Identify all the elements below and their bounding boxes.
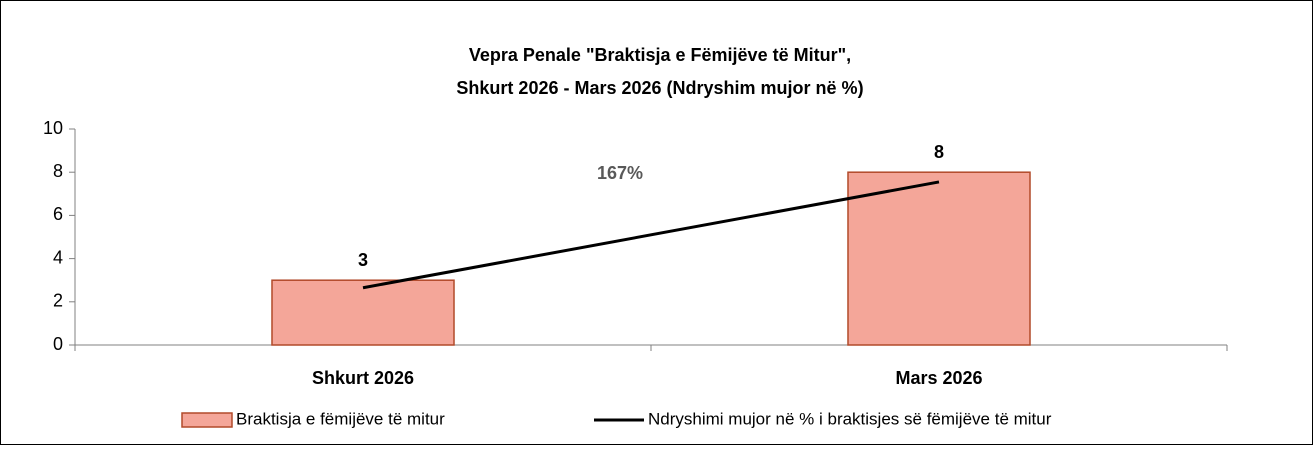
legend-label: Braktisja e fëmijëve të mitur: [236, 409, 445, 428]
annotation: 167%: [597, 163, 643, 183]
data-label: 3: [358, 250, 368, 270]
legend-swatch: [181, 412, 233, 428]
legend-label: Ndryshimi mujor në % i braktisjes së fëm…: [648, 409, 1052, 428]
y-tick-label: 0: [53, 334, 63, 354]
bar: [847, 171, 1031, 346]
y-tick-label: 4: [53, 247, 63, 267]
y-tick-label: 10: [43, 118, 63, 138]
y-tick-label: 8: [53, 161, 63, 181]
x-tick-label: Mars 2026: [895, 368, 982, 388]
x-tick-label: Shkurt 2026: [312, 368, 414, 388]
line: [362, 180, 940, 290]
bar: [271, 279, 455, 346]
y-tick-label: 2: [53, 291, 63, 311]
data-label: 8: [934, 142, 944, 162]
chart-title: Shkurt 2026 - Mars 2026 (Ndryshim mujor …: [456, 78, 863, 98]
chart-title: Vepra Penale "Braktisja e Fëmijëve të Mi…: [469, 45, 851, 65]
y-tick-label: 6: [53, 204, 63, 224]
